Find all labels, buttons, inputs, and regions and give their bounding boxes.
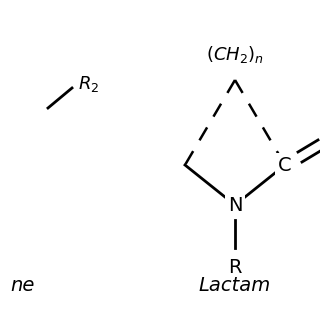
Text: Lactam: Lactam bbox=[199, 276, 271, 295]
Text: C: C bbox=[278, 156, 292, 174]
Text: R: R bbox=[228, 258, 242, 277]
Text: ne: ne bbox=[10, 276, 34, 295]
Text: N: N bbox=[228, 196, 242, 214]
Text: $R_2$: $R_2$ bbox=[78, 74, 99, 94]
Text: $(CH_2)_n$: $(CH_2)_n$ bbox=[206, 44, 264, 65]
